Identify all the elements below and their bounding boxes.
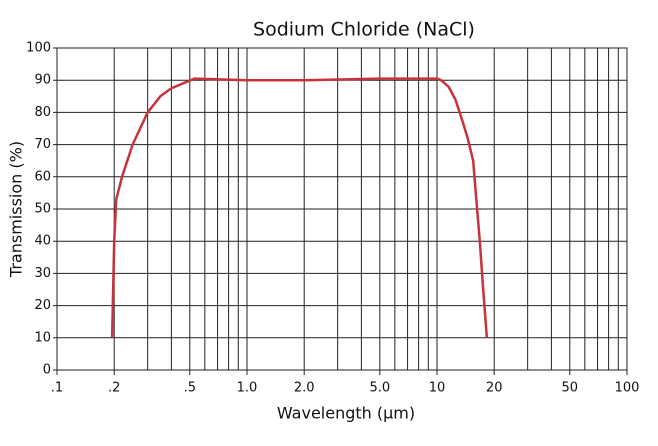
y-tick-label: 60 bbox=[34, 169, 51, 184]
x-tick-label: 2.0 bbox=[294, 381, 315, 396]
data-line bbox=[110, 77, 489, 338]
x-tick-label: 50 bbox=[562, 381, 579, 396]
y-tick-label: 10 bbox=[34, 330, 51, 345]
x-tick-label: .2 bbox=[108, 381, 120, 396]
x-tick-label: .5 bbox=[184, 381, 196, 396]
plot-frame bbox=[56, 47, 628, 371]
y-tick-label: 50 bbox=[34, 202, 51, 217]
y-tick-label: 20 bbox=[34, 298, 51, 313]
x-tick-label: .1 bbox=[51, 381, 63, 396]
y-tick-label: 80 bbox=[34, 105, 51, 120]
y-tick-label: 0 bbox=[43, 363, 51, 378]
y-axis-label: Transmission (%) bbox=[7, 141, 26, 278]
y-tick-label: 40 bbox=[34, 234, 51, 249]
x-tick-label: 10 bbox=[429, 381, 446, 396]
x-axis-label: Wavelength (µm) bbox=[277, 404, 415, 423]
x-tick-label: 100 bbox=[615, 381, 640, 396]
x-tick-label: 1.0 bbox=[237, 381, 258, 396]
x-tick-label: 5.0 bbox=[369, 381, 390, 396]
y-tick-label: 90 bbox=[34, 73, 51, 88]
y-tick-label: 100 bbox=[26, 41, 51, 56]
x-tick-label: 20 bbox=[486, 381, 503, 396]
y-tick-label: 30 bbox=[34, 266, 51, 281]
chart-title: Sodium Chloride (NaCl) bbox=[253, 19, 475, 41]
y-tick-label: 70 bbox=[34, 137, 51, 152]
